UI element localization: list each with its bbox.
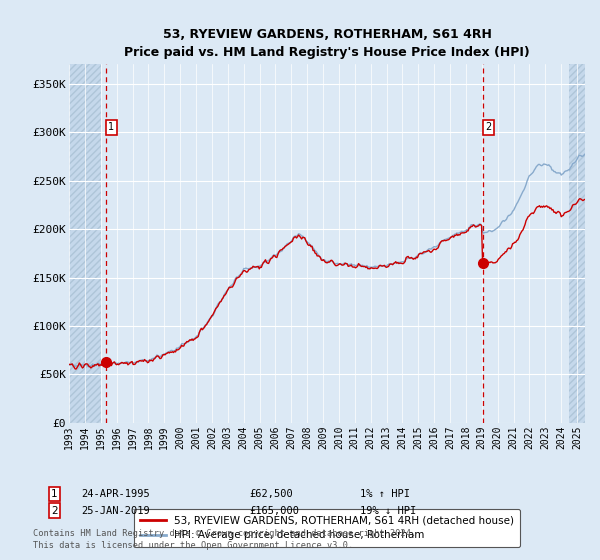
Text: 1% ↑ HPI: 1% ↑ HPI <box>360 489 410 499</box>
Text: £62,500: £62,500 <box>249 489 293 499</box>
Bar <box>569 64 585 423</box>
Text: 24-APR-1995: 24-APR-1995 <box>81 489 150 499</box>
Text: £165,000: £165,000 <box>249 506 299 516</box>
Legend: 53, RYEVIEW GARDENS, ROTHERHAM, S61 4RH (detached house), HPI: Average price, de: 53, RYEVIEW GARDENS, ROTHERHAM, S61 4RH … <box>134 509 520 547</box>
Text: Contains HM Land Registry data © Crown copyright and database right 2024.
This d: Contains HM Land Registry data © Crown c… <box>33 529 416 550</box>
Title: 53, RYEVIEW GARDENS, ROTHERHAM, S61 4RH
Price paid vs. HM Land Registry's House : 53, RYEVIEW GARDENS, ROTHERHAM, S61 4RH … <box>124 28 530 59</box>
Text: 25-JAN-2019: 25-JAN-2019 <box>81 506 150 516</box>
Text: 1: 1 <box>108 123 114 132</box>
Bar <box>69 64 101 423</box>
Text: 1: 1 <box>51 489 58 499</box>
Text: 19% ↓ HPI: 19% ↓ HPI <box>360 506 416 516</box>
Text: 2: 2 <box>485 123 491 132</box>
Text: 2: 2 <box>51 506 58 516</box>
